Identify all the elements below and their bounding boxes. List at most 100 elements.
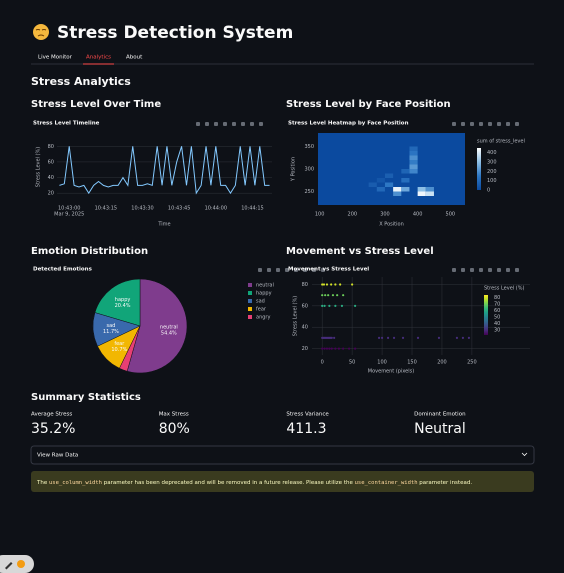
modebar-icon [312,268,316,272]
scatter-point [324,294,327,297]
modebar-icon [267,268,271,272]
modebar-icon [223,122,227,126]
heatmap-cell [409,160,418,165]
scatter-point [321,304,324,307]
scatter-point [354,304,357,307]
chart-title: Stress Level Heatmap by Face Position [288,121,409,127]
colorbar-tick-label: 30 [494,327,500,333]
colorbar-tick-label: 400 [487,150,497,156]
pie-slice [94,278,141,327]
x-tick-label: 300 [380,212,390,218]
legend-label: angry [256,315,270,321]
pie-slice [119,325,141,372]
modebar-icon [515,268,519,272]
heatmap-cell [384,182,394,187]
legend-label: fear [256,307,267,313]
tab[interactable]: About [126,55,143,61]
line-series [59,146,270,195]
y-tick-label: 350 [304,144,314,150]
chart-title: Movement vs Stress Level [288,267,369,273]
modebar-icon [303,268,307,272]
scatter-point [323,304,326,307]
modebar-icon [497,268,501,272]
scatter-point [330,347,333,350]
warning-part: parameter instead. [418,480,473,486]
scatter-point [330,336,333,340]
status-widget[interactable] [0,555,34,573]
modebar-icon [506,122,510,126]
scatter-point [461,336,465,340]
y-tick-label: 20 [48,191,54,197]
expander-label[interactable]: View Raw Data [37,453,78,459]
x-tick-label: 10:43:45 [168,206,190,212]
legend-swatch [248,299,252,303]
heatmap-cell [409,169,418,174]
heatmap-cell [376,178,385,183]
heatmap-cell [393,187,402,192]
metric-label: Max Stress [159,412,189,418]
y-tick-label: 40 [48,175,54,181]
y-axis-label: Stress Level (%) [36,147,42,187]
x-axis-label: Movement (pixels) [368,369,414,375]
warning-part: parameter has been deprecated and will b… [102,480,355,486]
scatter-point [467,336,471,340]
slice-value: 10.7% [111,347,127,353]
scatter-point [340,304,344,307]
modebar-icon [506,268,510,272]
scatter-point [328,347,331,350]
warning-code: use_container_width [355,480,418,486]
legend-swatch [248,283,252,287]
colorbar-tick-label: 300 [487,160,497,166]
heatmap-cell [409,164,418,169]
scatter-point [321,347,324,350]
metric-label: Average Stress [31,412,72,418]
expander[interactable] [30,445,535,465]
colorbar-tick-label: 0 [487,188,490,194]
modebar-icon [285,268,289,272]
scatter-point [455,336,459,340]
scatter-point [342,347,345,350]
pie-slice [126,278,188,374]
scatter-point [323,347,326,350]
heatmap-cell [401,169,410,174]
expander-chevron[interactable] [521,452,528,457]
metric-label: Dominant Emotion [414,412,466,418]
modebar-icon [470,268,474,272]
plot-area [318,133,465,205]
modebar-icon [470,122,474,126]
modebar-icon [461,268,465,272]
modebar-icon [205,122,209,126]
modebar-icon [479,268,483,272]
modebar-icon [488,268,492,272]
section-title: Stress Analytics [31,75,131,88]
heatmap-cell [409,151,418,156]
scatter-point [336,294,339,297]
summary-title: Summary Statistics [31,392,141,403]
x-tick-label: 50 [349,360,355,366]
tab[interactable]: Analytics [86,55,111,61]
modebar-icon [497,122,501,126]
slice-label: sad [107,323,116,329]
scatter-point [401,336,405,340]
scatter-point [377,336,381,340]
scatter-point [325,283,329,286]
warning-box [31,471,534,492]
heatmap-cell [401,178,410,183]
modebar-icon [488,122,492,126]
y-tick-label: 40 [302,325,308,331]
legend-label: happy [256,291,272,297]
scatter-point [322,283,326,286]
x-tick-label: 200 [437,360,447,366]
scatter-point [325,347,329,350]
colorbar-title: Stress Level (%) [484,286,524,292]
colorbar-tick-label: 60 [494,308,500,314]
legend-swatch [248,307,252,311]
modebar-icon [259,122,263,126]
scatter-point [416,336,420,340]
metric-value: 80% [159,421,190,437]
scatter-point [334,304,337,307]
chart-heading: Emotion Distribution [31,246,148,257]
x-axis-label: X Position [379,222,403,228]
tab[interactable]: Live Monitor [38,55,73,61]
